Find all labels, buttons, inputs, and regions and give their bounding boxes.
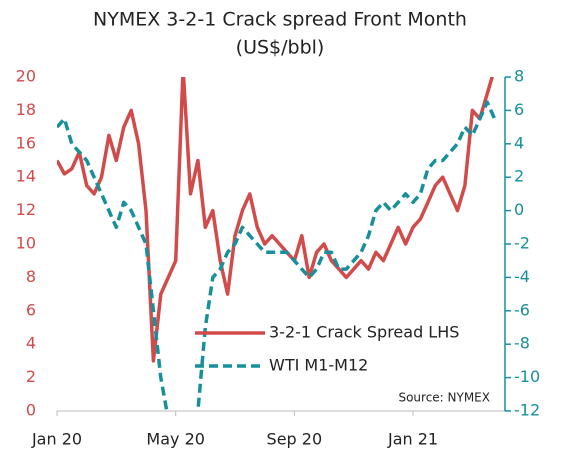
y2-tick-label: -12 (514, 401, 540, 420)
y-tick-label: 14 (16, 167, 36, 186)
y-tick-label: 6 (26, 300, 36, 319)
source-note: Source: NYMEX (398, 391, 490, 405)
y-tick-label: 18 (16, 100, 36, 119)
y2-tick-label: 0 (514, 200, 524, 219)
x-tick-label: Jan 20 (31, 430, 82, 449)
legend-label: WTI M1-M12 (269, 356, 368, 375)
y2-tick-label: 6 (514, 100, 524, 119)
x-tick-label: May 20 (146, 430, 205, 449)
y2-tick-label: 8 (514, 67, 524, 86)
y-tick-label: 10 (16, 234, 36, 253)
chart-subtitle: (US$/bbl) (236, 37, 325, 59)
x-tick-label: Jan 21 (387, 430, 438, 449)
y-tick-label: 12 (16, 200, 36, 219)
series-line (57, 77, 494, 363)
y2-tick-label: -8 (514, 334, 530, 353)
series-line (57, 100, 497, 411)
y-tick-label: 8 (26, 267, 36, 286)
y-tick-label: 2 (26, 367, 36, 386)
plot-area (57, 77, 497, 411)
chart-title: NYMEX 3-2-1 Crack spread Front Month (93, 9, 467, 31)
y-tick-label: 0 (26, 401, 36, 420)
x-tick-label: Sep 20 (267, 430, 323, 449)
y2-tick-label: -10 (514, 367, 540, 386)
legend-label: 3-2-1 Crack Spread LHS (269, 323, 459, 342)
y2-tick-label: -4 (514, 267, 530, 286)
y2-tick-label: -6 (514, 300, 530, 319)
y2-tick-label: 4 (514, 133, 524, 152)
y2-tick-label: 2 (514, 167, 524, 186)
y2-tick-label: -2 (514, 234, 530, 253)
y-tick-label: 4 (26, 334, 36, 353)
y-tick-label: 20 (16, 67, 36, 86)
y-tick-label: 16 (16, 133, 36, 152)
